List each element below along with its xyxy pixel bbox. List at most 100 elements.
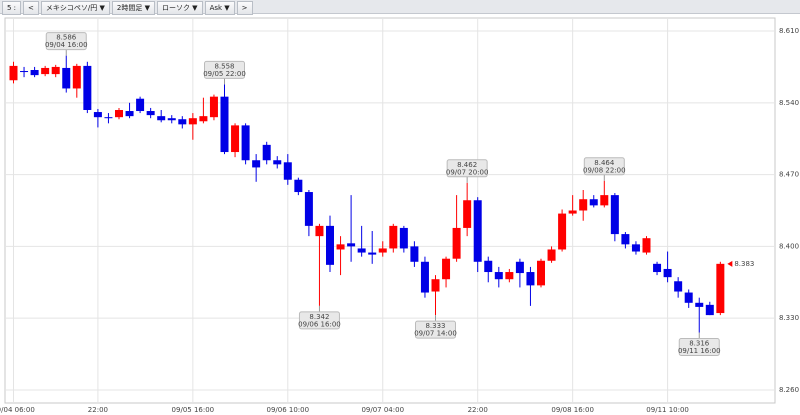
x-tick-label: 09/06 10:00	[267, 406, 310, 414]
candle-body	[505, 272, 514, 280]
candle-body	[252, 160, 261, 168]
annotation-box	[45, 32, 87, 51]
candle-body	[199, 116, 208, 122]
y-tick-label: 8.610	[779, 27, 799, 35]
candle-body	[347, 243, 356, 247]
x-tick-label: 22:00	[88, 406, 108, 414]
x-tick-label: 09/05 16:00	[172, 406, 215, 414]
candle-body	[684, 292, 693, 303]
candle-body	[621, 234, 630, 245]
candle-body	[104, 117, 113, 119]
x-tick-label: 09/04 06:00	[0, 406, 35, 414]
candle-body	[378, 248, 387, 253]
y-tick-label: 8.470	[779, 171, 799, 179]
toolbar-button[interactable]: ローソク ▼	[156, 1, 203, 15]
annotation-value: 8.316	[689, 340, 710, 348]
annotation-box	[415, 320, 456, 339]
candle-body	[51, 66, 60, 75]
annotation-time: 09/08 22:00	[583, 166, 626, 174]
candle-body	[30, 69, 39, 76]
candle-body	[716, 263, 725, 314]
candle-body	[20, 71, 29, 73]
x-tick-label: 09/11 10:00	[646, 406, 689, 414]
candle-body	[631, 244, 640, 252]
annotation-time: 09/07 20:00	[446, 168, 489, 176]
annotation-time: 09/06 16:00	[298, 320, 341, 328]
last-price-arrow	[727, 260, 733, 267]
candle-body	[241, 125, 250, 161]
candle-body	[600, 195, 609, 206]
candle-body	[283, 162, 292, 180]
candle-body	[136, 98, 145, 112]
candle-body	[368, 252, 377, 255]
candle-body	[157, 116, 166, 121]
candle-body	[83, 65, 92, 110]
candle-body	[399, 227, 408, 249]
plot-area	[4, 17, 776, 404]
candle-body	[589, 199, 598, 206]
annotation-time: 09/07 14:00	[414, 330, 457, 338]
candle-body	[294, 179, 303, 193]
toolbar-button[interactable]: 5 :	[2, 1, 22, 15]
candle-body	[178, 119, 187, 125]
candle-body	[494, 272, 503, 280]
annotation-box	[446, 159, 488, 178]
x-tick-label: 22:00	[468, 406, 488, 414]
candle-body	[653, 263, 662, 273]
toolbar-button[interactable]: >	[236, 1, 253, 15]
candle-body	[315, 225, 324, 237]
candle-body	[389, 225, 398, 249]
candle-body	[93, 112, 102, 118]
candle-body	[357, 248, 366, 253]
toolbar-button[interactable]: 2時間足 ▼	[111, 1, 155, 15]
annotation-box	[298, 311, 340, 330]
annotation-value: 8.333	[425, 322, 445, 330]
candle-body	[336, 244, 345, 250]
candle-body	[642, 238, 651, 253]
candle-body	[705, 304, 714, 316]
y-tick-label: 8.400	[779, 242, 799, 250]
annotation-time: 09/11 16:00	[678, 347, 721, 355]
annotation-value: 8.462	[457, 161, 477, 169]
toolbar-button[interactable]: Ask ▼	[204, 1, 235, 15]
candle-body	[167, 118, 176, 121]
candle-body	[674, 281, 683, 292]
toolbar-button[interactable]: メキシコペソ/円 ▼	[40, 1, 110, 15]
candle-body	[568, 210, 577, 214]
candle-body	[220, 96, 229, 153]
x-tick-label: 09/08 16:00	[551, 406, 594, 414]
candle-body	[526, 272, 535, 286]
annotation-value: 8.464	[594, 159, 615, 167]
candle-body	[452, 227, 461, 259]
annotation-value: 8.586	[56, 34, 77, 42]
candle-body	[473, 200, 482, 262]
candle-body	[579, 199, 588, 211]
candle-body	[262, 144, 271, 161]
candle-body	[558, 213, 567, 250]
candle-body	[515, 261, 524, 274]
candle-body	[610, 195, 619, 235]
toolbar-button[interactable]: <	[23, 1, 39, 15]
annotation-time: 09/04 16:00	[45, 41, 88, 49]
candle-body	[304, 192, 313, 226]
candle-body	[125, 111, 134, 117]
candle-body	[663, 268, 672, 278]
candle-body	[115, 109, 123, 118]
annotation-box	[583, 157, 625, 176]
candle-body	[9, 65, 18, 81]
candle-body	[547, 249, 556, 261]
candle-body	[326, 225, 334, 265]
annotation-value: 8.342	[309, 313, 329, 321]
toolbar: 5 : < メキシコペソ/円 ▼ 2時間足 ▼ ローソク ▼ Ask ▼ >	[0, 0, 800, 15]
x-tick-label: 09/07 04:00	[361, 406, 404, 414]
annotation-box	[678, 338, 720, 357]
candle-body	[72, 65, 81, 89]
candle-body	[209, 96, 218, 118]
candle-body	[431, 279, 440, 292]
